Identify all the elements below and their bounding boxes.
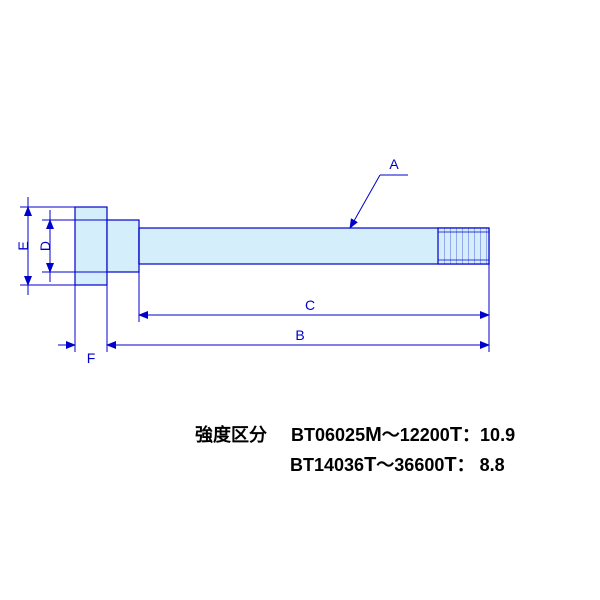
dim-label-c: C [300, 297, 320, 313]
dim-label-d: D [37, 239, 53, 253]
strength-line1: BT06025M～12200T：10.9 [291, 425, 515, 445]
bolt-part [75, 207, 489, 285]
strength-classification: 強度区分 BT06025M～12200T：10.9 BT14036T～36600… [195, 420, 515, 480]
dim-label-e: E [15, 239, 31, 253]
diagram-canvas: A C B F D E 強度区分 BT06025M～12200T：10.9 BT… [0, 0, 600, 600]
strength-label: 強度区分 [195, 425, 267, 445]
dim-label-f: F [83, 350, 99, 366]
dim-label-a: A [384, 156, 404, 172]
strength-line2: BT14036T～36600T： 8.8 [290, 455, 505, 475]
dim-label-b: B [290, 327, 310, 343]
